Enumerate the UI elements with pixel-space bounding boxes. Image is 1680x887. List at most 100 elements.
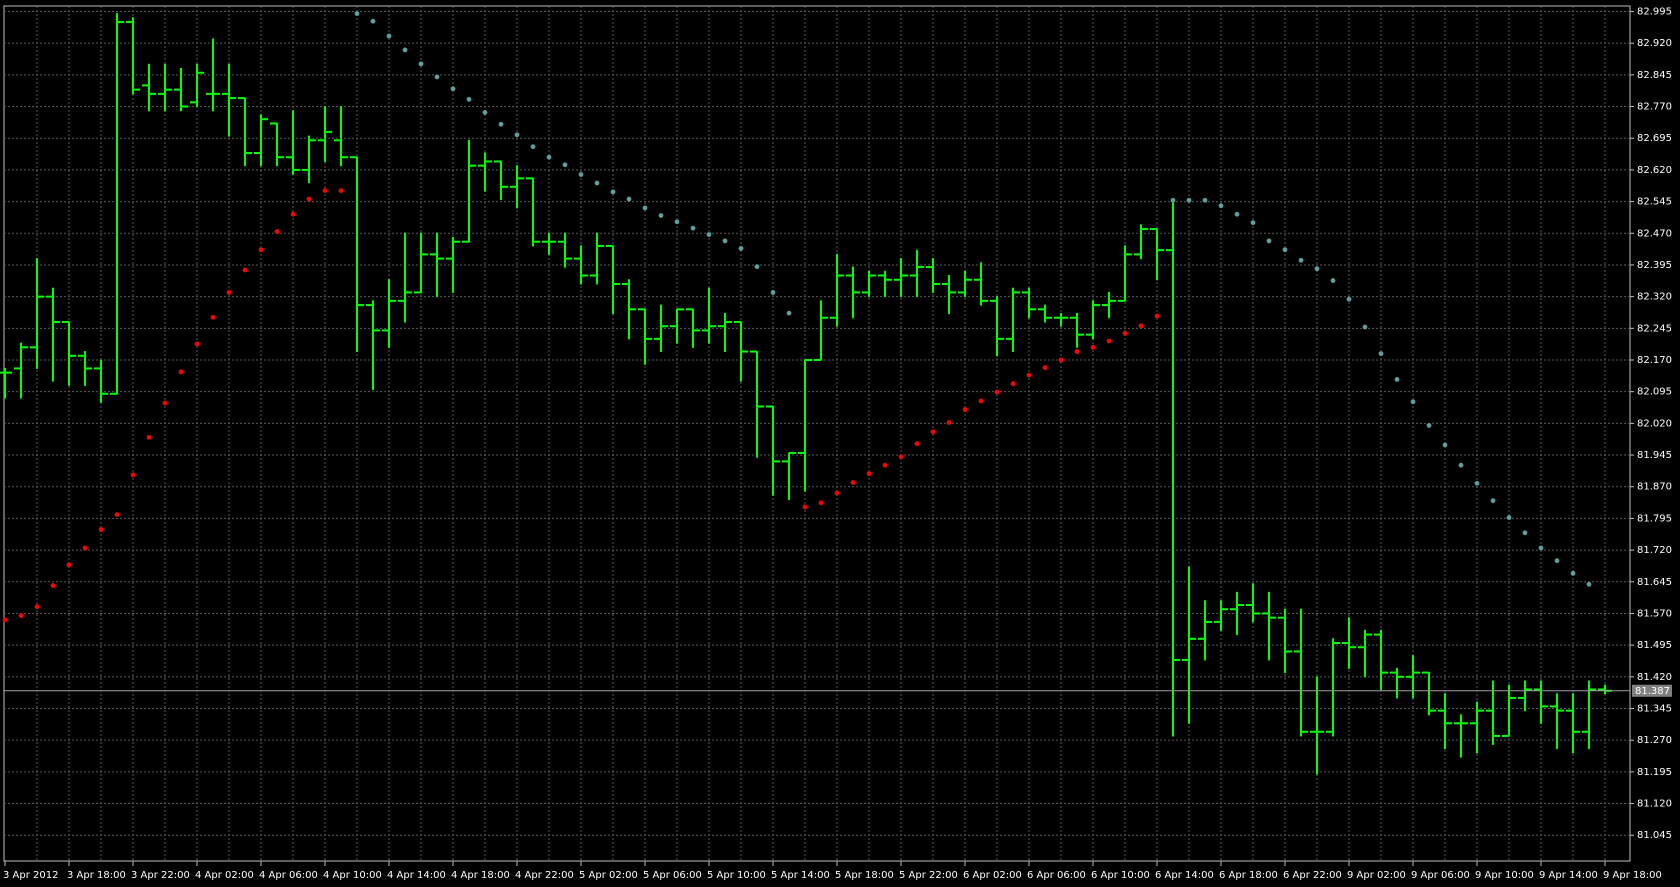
sar-dot xyxy=(1522,530,1528,536)
y-tick-label: 82.920 xyxy=(1637,38,1672,49)
x-tick-label: 9 Apr 14:00 xyxy=(1539,870,1598,881)
sar-dot xyxy=(130,472,136,478)
sar-dot xyxy=(306,196,312,202)
sar-dot xyxy=(210,314,216,320)
sar-dot xyxy=(1570,570,1576,576)
x-tick-label: 4 Apr 06:00 xyxy=(259,870,318,881)
sar-dot xyxy=(1010,381,1016,387)
x-tick-label: 6 Apr 10:00 xyxy=(1091,870,1150,881)
sar-dot xyxy=(658,213,664,218)
sar-dot xyxy=(1378,351,1384,357)
sar-dot xyxy=(18,613,24,618)
sar-dot xyxy=(258,247,264,253)
sar-dot xyxy=(770,290,776,295)
sar-dot xyxy=(722,238,728,244)
x-tick-label: 5 Apr 14:00 xyxy=(771,870,830,881)
sar-dot xyxy=(546,154,552,160)
sar-dot xyxy=(1282,247,1288,253)
y-tick-label: 81.270 xyxy=(1637,735,1672,746)
x-tick-label: 3 Apr 18:00 xyxy=(67,870,126,881)
sar-dot xyxy=(322,188,328,194)
x-tick-label: 4 Apr 14:00 xyxy=(387,870,446,881)
y-tick-label: 82.995 xyxy=(1637,6,1672,17)
sar-dot xyxy=(1346,296,1352,302)
sar-dot xyxy=(434,74,440,80)
sar-dot xyxy=(354,11,360,17)
sar-dot xyxy=(338,188,344,194)
x-tick-label: 5 Apr 02:00 xyxy=(579,870,638,881)
x-tick-label: 5 Apr 10:00 xyxy=(707,870,766,881)
sar-dot xyxy=(514,132,520,138)
sar-dot xyxy=(1410,399,1416,405)
sar-dot xyxy=(1330,278,1336,283)
sar-dot xyxy=(162,400,168,406)
sar-dot xyxy=(594,180,600,186)
sar-dot xyxy=(1554,558,1560,564)
y-tick-label: 82.020 xyxy=(1637,418,1672,429)
sar-dot xyxy=(1170,197,1176,203)
sar-dot xyxy=(1106,338,1112,344)
sar-dot xyxy=(290,211,296,217)
sar-dot xyxy=(626,196,632,202)
sar-dot xyxy=(562,162,568,168)
sar-dot xyxy=(82,545,88,551)
sar-dot xyxy=(2,617,8,623)
y-tick-label: 81.570 xyxy=(1637,608,1672,619)
sar-dot xyxy=(498,121,504,127)
x-tick-label: 5 Apr 06:00 xyxy=(643,870,702,881)
y-tick-label: 82.620 xyxy=(1637,165,1672,176)
x-tick-label: 6 Apr 18:00 xyxy=(1219,870,1278,881)
sar-dot xyxy=(1490,498,1496,504)
sar-dot xyxy=(66,562,72,568)
y-tick-label: 82.845 xyxy=(1637,70,1672,81)
sar-dot xyxy=(1314,266,1320,272)
sar-dot xyxy=(1426,423,1432,428)
sar-dot xyxy=(690,225,696,231)
sar-dot xyxy=(1538,545,1544,551)
x-tick-label: 3 Apr 2012 xyxy=(3,870,58,881)
sar-dot xyxy=(274,229,280,234)
sar-dot xyxy=(802,504,808,510)
sar-dot xyxy=(1298,257,1304,263)
sar-dot xyxy=(98,526,104,532)
sar-dot xyxy=(674,219,680,225)
sar-dot xyxy=(1234,211,1240,217)
sar-dot xyxy=(1506,515,1512,520)
sar-dot xyxy=(146,434,152,440)
sar-dot xyxy=(834,490,840,496)
current-price-label: 81.387 xyxy=(1635,686,1670,697)
sar-dot xyxy=(850,480,856,485)
x-tick-label: 9 Apr 02:00 xyxy=(1347,870,1406,881)
sar-dot xyxy=(50,583,56,588)
sar-dot xyxy=(178,369,184,375)
y-tick-label: 82.545 xyxy=(1637,197,1672,208)
sar-dot xyxy=(962,407,968,412)
sar-dot xyxy=(898,454,904,460)
x-tick-label: 4 Apr 22:00 xyxy=(515,870,574,881)
x-tick-label: 5 Apr 22:00 xyxy=(899,870,958,881)
sar-dot xyxy=(1202,197,1208,203)
current-price-box xyxy=(1632,684,1672,697)
sar-dot xyxy=(482,110,488,115)
sar-dot xyxy=(1138,323,1144,329)
sar-dot xyxy=(370,18,376,24)
sar-dot xyxy=(194,341,200,347)
y-tick-label: 82.695 xyxy=(1637,133,1672,144)
sar-dot xyxy=(1042,365,1048,371)
sar-dot xyxy=(946,420,952,425)
sar-dot xyxy=(114,512,120,518)
sar-dot xyxy=(1586,581,1592,587)
y-tick-label: 81.870 xyxy=(1637,482,1672,493)
y-tick-label: 81.045 xyxy=(1637,830,1672,841)
sar-dot xyxy=(1218,203,1224,209)
sar-dot xyxy=(386,33,392,39)
sar-dot xyxy=(914,441,920,447)
sar-dot xyxy=(706,232,712,237)
sar-dot xyxy=(1186,197,1192,203)
sar-dot xyxy=(1442,442,1448,448)
sar-dot xyxy=(978,398,984,404)
sar-dot xyxy=(1058,357,1064,363)
